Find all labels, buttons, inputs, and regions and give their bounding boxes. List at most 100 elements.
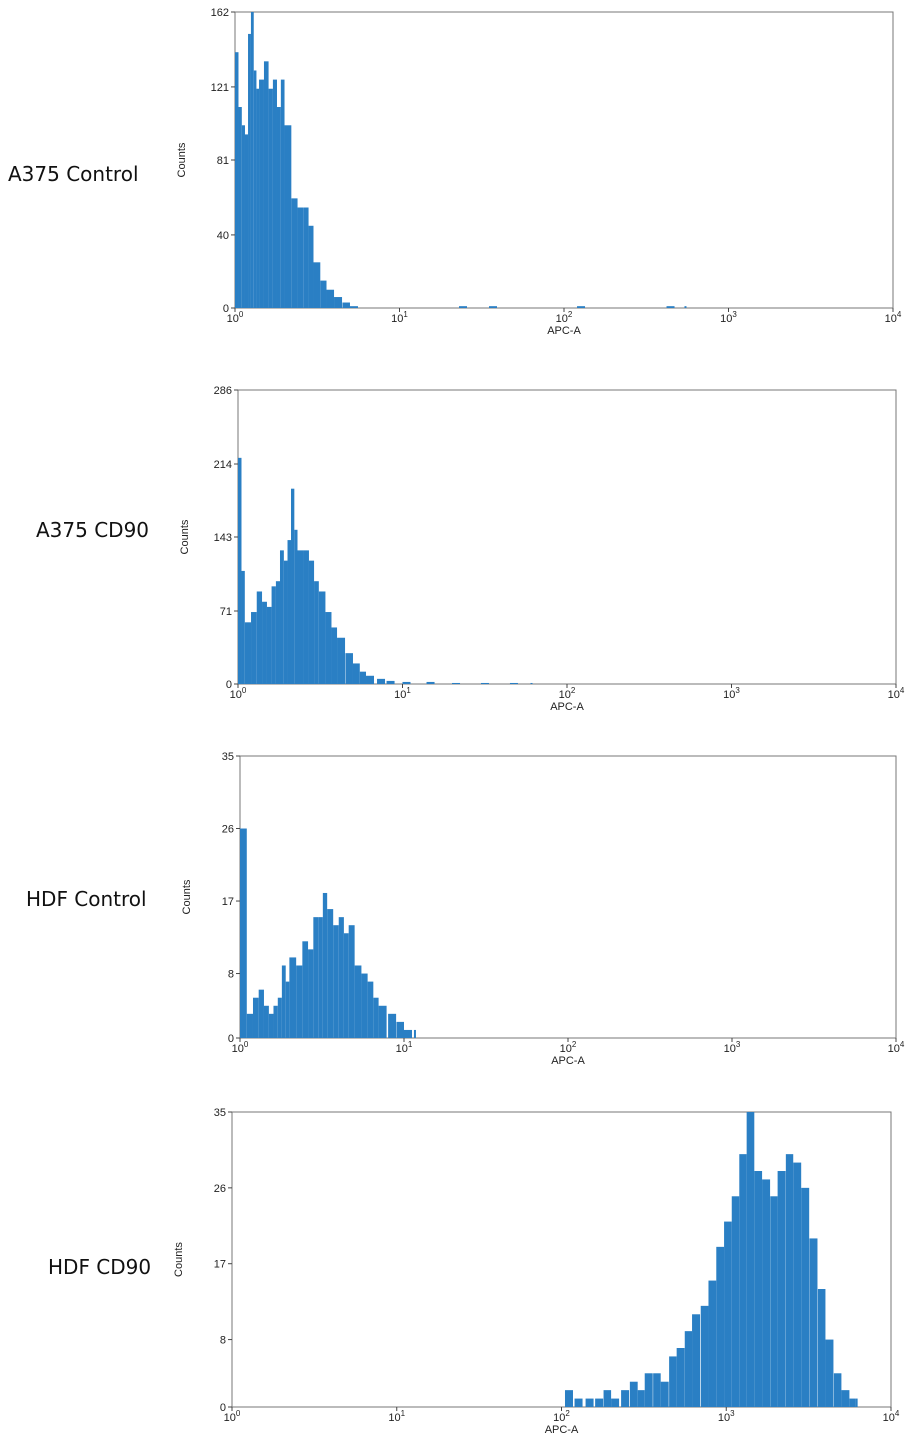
histogram-bar bbox=[259, 79, 264, 308]
histogram-bar bbox=[666, 306, 675, 308]
histogram-panel-a375-cd90: A375 CD90 0 71 143 214 286 100 101 102 103 104 APC… bbox=[0, 372, 907, 732]
histogram-bar bbox=[291, 198, 298, 308]
histogram-bar bbox=[252, 997, 259, 1038]
histogram-bar bbox=[318, 917, 323, 1038]
histogram-bar bbox=[509, 682, 518, 684]
histogram-bar bbox=[308, 560, 315, 684]
x-tick-label: 102 bbox=[559, 686, 576, 701]
histogram-bar bbox=[367, 981, 374, 1038]
x-tick-label: 102 bbox=[560, 1040, 577, 1055]
histogram-bar bbox=[314, 581, 319, 684]
histogram-bar bbox=[585, 1398, 594, 1407]
histogram-bar bbox=[402, 681, 411, 684]
y-tick-label: 286 bbox=[214, 385, 232, 397]
y-tick-label: 81 bbox=[217, 155, 229, 167]
histogram-bar bbox=[841, 1390, 850, 1407]
histogram-bar bbox=[334, 297, 343, 308]
row-label-hdf-cd90: HDF CD90 bbox=[48, 1255, 152, 1279]
histogram-bar bbox=[817, 1289, 826, 1407]
histogram-bar bbox=[266, 606, 272, 684]
histogram-bar bbox=[342, 302, 350, 308]
x-axis-label: APC-A bbox=[547, 325, 581, 337]
histogram-bar bbox=[280, 79, 285, 308]
x-tick-label: 100 bbox=[230, 686, 247, 701]
histogram-bar bbox=[240, 828, 247, 1038]
histogram-bar bbox=[281, 965, 286, 1038]
histogram-bar bbox=[603, 1390, 612, 1407]
histogram-bar bbox=[708, 1280, 717, 1407]
histogram-panel-hdf-control: HDF Control 0 8 17 26 35 100 101 102 103 104 APC-A… bbox=[0, 742, 907, 1087]
histogram-bar bbox=[684, 1331, 693, 1407]
histogram-bar bbox=[621, 1390, 630, 1407]
histogram-bar bbox=[359, 671, 367, 684]
histogram-bar bbox=[271, 586, 276, 684]
histogram-bar bbox=[294, 529, 298, 684]
histogram-bar bbox=[268, 88, 273, 308]
histogram-bar bbox=[246, 1013, 253, 1038]
histogram-bar bbox=[669, 1356, 677, 1407]
histogram-bar bbox=[404, 1029, 412, 1038]
histogram-bar bbox=[326, 289, 335, 308]
histogram-bar bbox=[277, 997, 282, 1038]
row-label-a375-control: A375 Control bbox=[8, 162, 139, 186]
histogram-bar bbox=[653, 1373, 661, 1407]
y-tick-label: 0 bbox=[220, 1402, 226, 1414]
histogram-bar bbox=[263, 1005, 269, 1038]
histogram-bar bbox=[452, 682, 461, 684]
x-tick-label: 104 bbox=[885, 310, 902, 325]
histogram-bar bbox=[251, 612, 257, 684]
histogram-bar bbox=[348, 925, 355, 1038]
histogram-bar bbox=[287, 540, 292, 684]
x-tick-label: 100 bbox=[227, 310, 244, 325]
histogram-bar bbox=[825, 1339, 834, 1407]
x-tick-label: 104 bbox=[888, 1040, 905, 1055]
histogram-bar bbox=[297, 207, 304, 308]
histogram-bar bbox=[684, 306, 687, 308]
y-axis-label: Counts bbox=[179, 519, 191, 554]
histogram-bar bbox=[793, 1162, 802, 1407]
y-tick-label: 0 bbox=[223, 303, 229, 315]
histogram-bar bbox=[283, 560, 288, 684]
histogram-bar bbox=[785, 1154, 794, 1407]
histogram-bar bbox=[373, 997, 379, 1038]
plot-frame bbox=[234, 11, 894, 309]
histogram-bar bbox=[352, 663, 360, 684]
histogram-bar bbox=[345, 653, 353, 684]
histogram-bar bbox=[488, 306, 497, 308]
histogram-bar bbox=[480, 682, 489, 684]
histogram-bar bbox=[459, 306, 468, 308]
histogram-bar bbox=[327, 909, 334, 1038]
histogram-panel-hdf-cd90: HDF CD90 0 8 17 26 35 100 101 102 103 104 APC-A Cou… bbox=[0, 1100, 907, 1447]
histogram-bar bbox=[238, 107, 242, 308]
x-tick-label: 103 bbox=[723, 686, 740, 701]
histogram-bar bbox=[244, 622, 252, 684]
histogram-bar bbox=[331, 627, 338, 684]
histogram-bar bbox=[361, 973, 368, 1038]
y-axis-label: Counts bbox=[173, 1242, 185, 1277]
histogram-bar bbox=[325, 612, 332, 684]
histogram-bar bbox=[297, 550, 304, 684]
y-tick-label: 17 bbox=[214, 1259, 226, 1271]
histogram-bar bbox=[256, 591, 263, 684]
histogram-bar bbox=[241, 125, 245, 308]
histogram-bar bbox=[700, 1305, 709, 1407]
histogram-bar bbox=[644, 1373, 653, 1407]
histogram-bar bbox=[378, 1005, 387, 1038]
y-axis-label: Counts bbox=[181, 879, 193, 914]
x-axis-label: APC-A bbox=[545, 1424, 579, 1436]
histogram-bar bbox=[388, 1013, 397, 1038]
histogram-chart-hdf-cd90: 0 8 17 26 35 100 101 102 103 104 APC-A Counts bbox=[173, 1107, 900, 1436]
x-axis-label: APC-A bbox=[550, 701, 584, 713]
histogram-bar bbox=[318, 591, 326, 684]
y-tick-label: 40 bbox=[217, 230, 229, 242]
histogram-bar bbox=[263, 61, 269, 309]
y-tick-label: 26 bbox=[214, 1183, 226, 1195]
histogram-chart-a375-control: 0 40 81 121 162 100 101 102 103 104 APC-A Counts bbox=[176, 7, 902, 337]
histogram-bar bbox=[276, 107, 281, 308]
histogram-bar bbox=[272, 79, 277, 308]
y-tick-label: 71 bbox=[220, 606, 232, 618]
histogram-bar bbox=[302, 941, 309, 1038]
histogram-chart-hdf-control: 0 8 17 26 35 100 101 102 103 104 APC-A Counts bbox=[181, 751, 905, 1067]
histogram-bar bbox=[377, 678, 386, 684]
histogram-bar bbox=[716, 1246, 725, 1407]
